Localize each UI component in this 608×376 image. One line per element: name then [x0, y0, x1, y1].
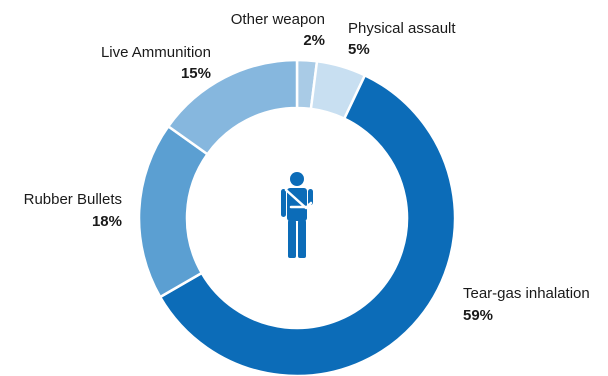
- slice-label-value: 2%: [303, 32, 325, 49]
- slice-label-name: Tear-gas inhalation: [463, 285, 590, 302]
- slice-labels: Other weapon 2% Physical assault 5% Tear-gas…: [24, 11, 590, 324]
- slice-label-name: Live Ammunition: [101, 44, 211, 61]
- donut-slice-rubber-bullets: [139, 126, 207, 297]
- slice-label-name: Rubber Bullets: [24, 191, 122, 208]
- slice-label-value: 18%: [92, 213, 122, 230]
- slice-label-value: 15%: [181, 65, 211, 82]
- slice-label-name: Other weapon: [231, 11, 325, 28]
- slice-label-value: 5%: [348, 41, 370, 58]
- slice-label-value: 59%: [463, 307, 493, 324]
- slice-label-name: Physical assault: [348, 20, 456, 37]
- injured-person-with-arm-sling-icon: [281, 172, 313, 258]
